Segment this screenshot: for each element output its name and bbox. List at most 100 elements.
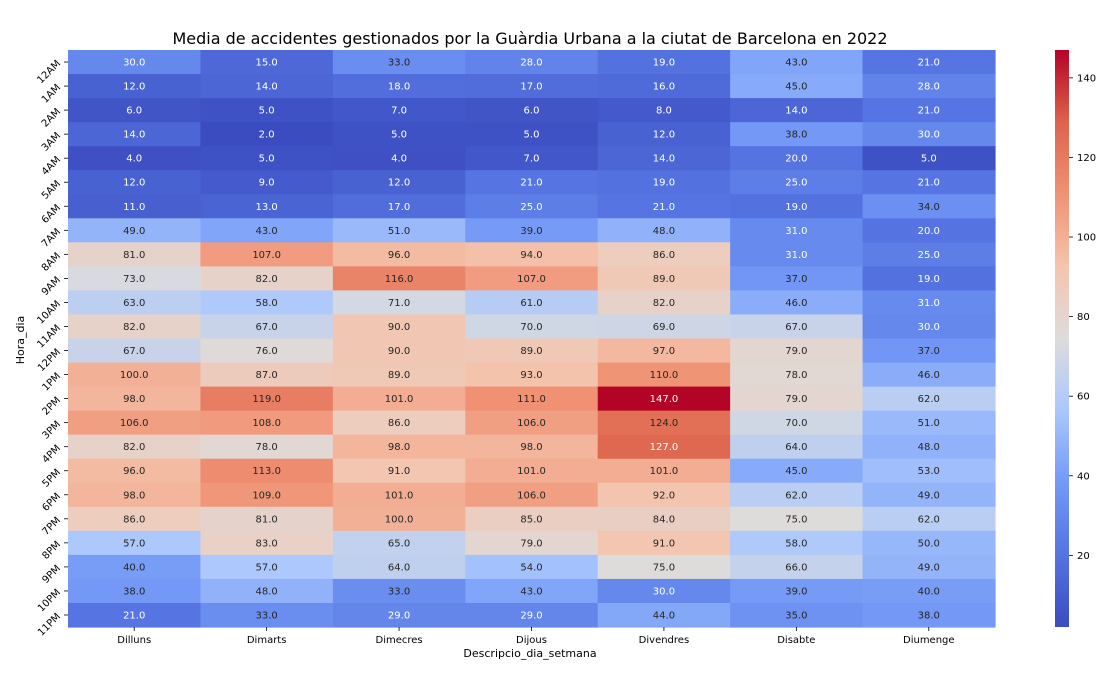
cell-value-label: 127.0 (650, 442, 679, 453)
heatmap-cell (68, 434, 202, 460)
heatmap-cell (597, 434, 731, 460)
cell-value-label: 98.0 (123, 394, 145, 405)
cell-value-label: 17.0 (520, 82, 542, 93)
cell-value-label: 101.0 (650, 466, 679, 477)
heatmap-cell (68, 242, 202, 267)
cell-value-label: 67.0 (256, 322, 278, 333)
cell-value-label: 14.0 (785, 106, 807, 117)
cell-value-label: 12.0 (123, 82, 145, 93)
cell-value-label: 62.0 (918, 514, 940, 525)
heatmap-cell (332, 458, 466, 484)
cell-value-label: 82.0 (123, 322, 145, 333)
heatmap-cell (465, 314, 599, 340)
cell-value-label: 21.0 (653, 202, 675, 213)
heatmap-cell (730, 314, 864, 340)
cell-value-label: 39.0 (785, 586, 807, 597)
heatmap-cell (465, 146, 599, 171)
heatmap-cell (68, 218, 202, 243)
heatmap-cell (68, 410, 202, 436)
cell-value-label: 108.0 (252, 418, 281, 429)
heatmap-cell (597, 530, 731, 556)
heatmap-cell (730, 410, 864, 436)
cell-value-label: 40.0 (123, 562, 145, 573)
cell-value-label: 38.0 (918, 610, 940, 621)
cell-value-label: 19.0 (653, 58, 675, 69)
cell-value-label: 82.0 (256, 274, 278, 285)
cell-value-label: 49.0 (918, 490, 940, 501)
colorbar-tick-label: 100 (1077, 233, 1096, 244)
colorbar-tick-label: 20 (1077, 551, 1090, 562)
heatmap-cell (862, 578, 996, 604)
cell-value-label: 71.0 (388, 298, 410, 309)
heatmap-cell (730, 506, 864, 532)
cell-value-label: 90.0 (388, 346, 410, 357)
heatmap-cell (862, 554, 996, 580)
heatmap-cell (200, 338, 334, 364)
y-tick-label: 4AM (40, 155, 63, 178)
heatmap-cell (465, 530, 599, 556)
heatmap-cell (862, 122, 996, 147)
heatmap-cell (68, 362, 202, 388)
cell-value-label: 66.0 (785, 562, 807, 573)
heatmap-cell (730, 290, 864, 316)
cell-value-label: 101.0 (517, 466, 546, 477)
heatmap-cell (730, 170, 864, 195)
cell-value-label: 63.0 (123, 298, 145, 309)
cell-value-label: 33.0 (388, 586, 410, 597)
y-tick-label: 4PM (40, 443, 63, 466)
heatmap-cell (862, 506, 996, 532)
cell-value-label: 7.0 (391, 106, 407, 117)
cell-value-label: 21.0 (918, 178, 940, 189)
cell-value-label: 37.0 (785, 274, 807, 285)
cell-value-label: 53.0 (918, 466, 940, 477)
heatmap-cell (597, 218, 731, 243)
heatmap-cell (332, 266, 466, 292)
cell-value-label: 101.0 (385, 490, 414, 501)
colorbar-tick-label: 80 (1077, 312, 1090, 323)
cell-value-label: 28.0 (918, 82, 940, 93)
heatmap-cell (730, 122, 864, 147)
heatmap-cell (200, 506, 334, 532)
cell-value-label: 107.0 (517, 274, 546, 285)
cell-value-label: 44.0 (653, 610, 675, 621)
heatmap-cell (730, 530, 864, 556)
cell-value-label: 82.0 (653, 298, 675, 309)
cell-value-label: 21.0 (123, 610, 145, 621)
heatmap-cell (332, 122, 466, 147)
cell-value-label: 20.0 (785, 154, 807, 165)
y-tick-label: 3PM (40, 419, 63, 442)
cell-value-label: 21.0 (918, 106, 940, 117)
y-tick-label: 6PM (40, 491, 63, 514)
heatmap-cell (730, 242, 864, 267)
heatmap-cell (597, 386, 731, 412)
cell-value-label: 6.0 (126, 106, 142, 117)
cell-value-label: 110.0 (650, 370, 679, 381)
cell-value-label: 21.0 (520, 178, 542, 189)
heatmap-cell (862, 338, 996, 364)
chart-title: Media de accidentes gestionados por la G… (172, 29, 887, 48)
heatmap-cell (730, 146, 864, 171)
heatmap-cell (332, 74, 466, 99)
heatmap-cell (862, 50, 996, 75)
cell-value-label: 64.0 (388, 562, 410, 573)
cell-labels: 30.0 15.0 33.0 28.0 19.0 43.0 21.0 12.0 14.0 18.0… (120, 58, 940, 622)
y-tick-label: 10AM (35, 299, 63, 327)
heatmap-cell (862, 602, 996, 628)
cell-value-label: 124.0 (650, 418, 679, 429)
cell-value-label: 92.0 (653, 490, 675, 501)
heatmap-cell (597, 506, 731, 532)
cell-value-label: 25.0 (520, 202, 542, 213)
heatmap-cell (200, 410, 334, 436)
cell-value-label: 2.0 (259, 130, 275, 141)
cell-value-label: 73.0 (123, 274, 145, 285)
cell-value-label: 30.0 (653, 586, 675, 597)
cell-value-label: 19.0 (653, 178, 675, 189)
cell-value-label: 14.0 (256, 82, 278, 93)
heatmap-cell (730, 362, 864, 388)
cell-value-label: 33.0 (256, 610, 278, 621)
heatmap-cell (862, 482, 996, 508)
heatmap-cell (862, 458, 996, 484)
cell-value-label: 9.0 (259, 178, 275, 189)
heatmap-cell (862, 170, 996, 195)
